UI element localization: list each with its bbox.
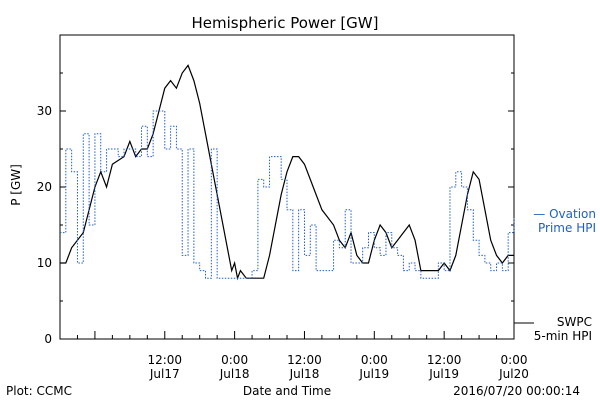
x-axis-label: Date and Time [243, 384, 331, 398]
x-tick-label-date: Jul18 [219, 367, 250, 381]
x-tick-label-time: 12:00 [427, 353, 462, 367]
x-tick-label-date: Jul18 [289, 367, 320, 381]
x-tick-label-time: 0:00 [221, 353, 248, 367]
y-tick-label: 0 [44, 332, 52, 346]
y-tick-label: 20 [37, 180, 52, 194]
series-layer [60, 64, 515, 281]
x-tick-label-date: Jul20 [498, 367, 529, 381]
x-tick-label-date: Jul17 [149, 367, 180, 381]
x-tick-label-date: Jul19 [358, 367, 389, 381]
y-tick-label: 30 [37, 104, 52, 118]
legend-ovation-line2: Prime HPI [538, 221, 596, 235]
legend-swpc: SWPC 5-min HPI [514, 315, 592, 343]
x-tick-label-time: 12:00 [147, 353, 182, 367]
y-tick-label: 10 [37, 256, 52, 270]
chart-title: Hemispheric Power [GW] [192, 14, 379, 32]
footer-timestamp: 2016/07/20 00:00:14 [453, 384, 580, 398]
x-tick-label-date: Jul19 [428, 367, 459, 381]
y-axis-label: P [GW] [9, 164, 23, 206]
legend-ovation-line1: — Ovation [533, 207, 596, 221]
legend-ovation: — Ovation Prime HPI [533, 207, 596, 235]
x-axis: 12:00Jul170:00Jul1812:00Jul180:00Jul1912… [59, 331, 529, 381]
series-swpc-line [60, 64, 514, 281]
x-tick-label-time: 0:00 [361, 353, 388, 367]
series-ovation-line [60, 110, 515, 279]
x-tick-label-time: 12:00 [287, 353, 322, 367]
y-axis: 0 10 20 30 [37, 72, 514, 346]
legend-swpc-line1: SWPC [557, 315, 592, 329]
legend-swpc-line2: 5-min HPI [534, 329, 592, 343]
x-tick-label-time: 0:00 [501, 353, 528, 367]
footer-plot-credit: Plot: CCMC [6, 384, 72, 398]
